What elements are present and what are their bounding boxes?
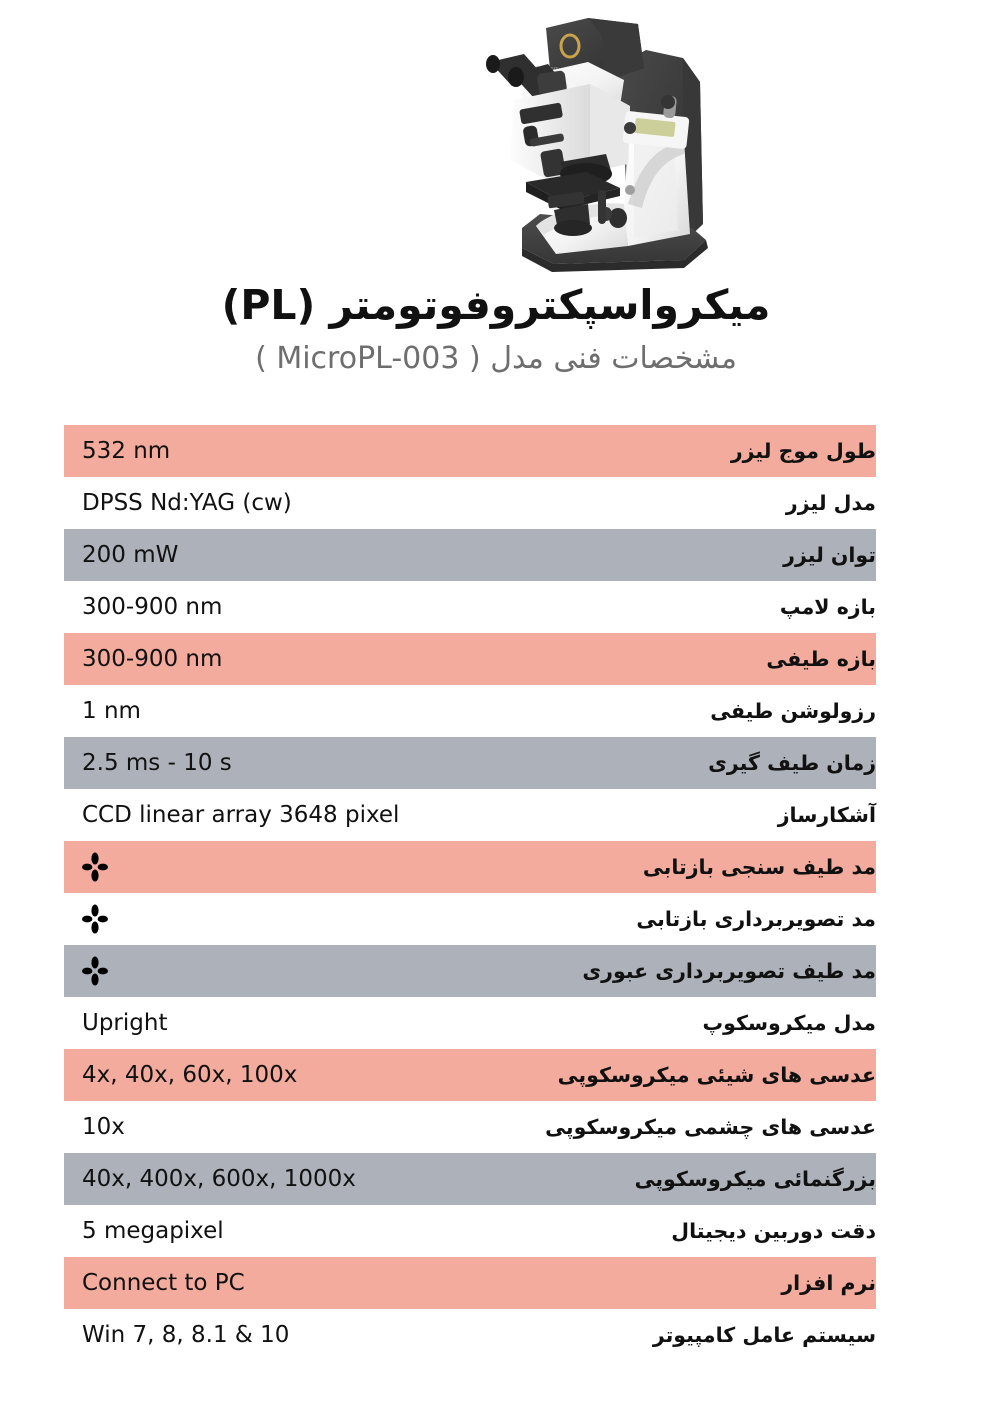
spec-value: Win 7, 8, 8.1 & 10 — [82, 1322, 290, 1348]
spec-label: بازه لامپ — [779, 595, 876, 619]
spec-label: مد تصویربرداری بازتابی — [636, 907, 876, 931]
spec-value: 5 megapixel — [82, 1218, 224, 1244]
spec-label: زمان طیف گیری — [708, 751, 876, 775]
spec-label: مدل میکروسکوپ — [702, 1011, 876, 1035]
table-row: بازه لامپ 300-900 nm — [0, 581, 992, 633]
table-row: بزرگنمائی میکروسکوپی 40x, 400x, 600x, 100… — [0, 1153, 992, 1205]
table-row: توان لیزر 200 mW — [0, 529, 992, 581]
table-row: مدل میکروسکوپ Upright — [0, 997, 992, 1049]
title-block: میکرواسپکتروفوتومتر (PL) مشخصات فنی مدل … — [0, 280, 992, 378]
row-highlight-band — [64, 945, 876, 997]
row-highlight-band — [64, 1049, 876, 1101]
spec-value: 4x, 40x, 60x, 100x — [82, 1062, 298, 1088]
spec-label: سیستم عامل کامپیوتر — [652, 1323, 876, 1347]
spec-value: CCD linear array 3648 pixel — [82, 802, 400, 828]
page-title: میکرواسپکتروفوتومتر (PL) — [221, 281, 771, 329]
spec-label: عدسی های شیئی میکروسکوپی — [557, 1063, 876, 1087]
four-petal-floret-icon — [82, 904, 108, 934]
spec-value: 2.5 ms - 10 s — [82, 750, 232, 776]
spec-value: 300-900 nm — [82, 594, 223, 620]
spec-value: 300-900 nm — [82, 646, 223, 672]
row-highlight-band — [64, 1153, 876, 1205]
row-highlight-band — [64, 529, 876, 581]
spec-value: 10x — [82, 1114, 125, 1140]
spec-value-mark — [82, 945, 108, 997]
spec-label: عدسی های چشمی میکروسکوپی — [545, 1115, 876, 1139]
spec-value: 532 nm — [82, 438, 171, 464]
page-subtitle: مشخصات فنی مدل ( MicroPL-003 ) — [255, 341, 737, 377]
spec-label: مد طیف تصویربرداری عبوری — [582, 959, 876, 983]
four-petal-floret-icon — [82, 956, 108, 986]
table-row: دقت دوربین دیجیتال 5 megapixel — [0, 1205, 992, 1257]
specification-table: طول موج لیزر 532 nm مدل لیزر DPSS Nd:YAG (c… — [0, 425, 992, 1361]
row-highlight-band — [64, 1257, 876, 1309]
spec-label: توان لیزر — [783, 543, 876, 567]
table-row: بازه طیفی 300-900 nm — [0, 633, 992, 685]
table-row: آشکارساز CCD linear array 3648 pixel — [0, 789, 992, 841]
row-highlight-band — [64, 633, 876, 685]
spec-label: مدل لیزر — [785, 491, 876, 515]
row-highlight-band — [64, 737, 876, 789]
spec-label: بازه طیفی — [766, 647, 876, 671]
table-row: زمان طیف گیری 2.5 ms - 10 s — [0, 737, 992, 789]
spec-label: بزرگنمائی میکروسکوپی — [634, 1167, 876, 1191]
spec-label: نرم افزار — [781, 1271, 876, 1295]
row-highlight-band — [64, 841, 876, 893]
spec-value: 1 nm — [82, 698, 141, 724]
table-row: سیستم عامل کامپیوتر Win 7, 8, 8.1 & 10 — [0, 1309, 992, 1361]
table-row: مد تصویربرداری بازتابی — [0, 893, 992, 945]
spec-value: Connect to PC — [82, 1270, 245, 1296]
spec-value-mark — [82, 841, 108, 893]
microscope-illustration: Olympus — [478, 14, 730, 280]
table-row: عدسی های چشمی میکروسکوپی 10x — [0, 1101, 992, 1153]
row-highlight-band — [64, 425, 876, 477]
spec-label: طول موج لیزر — [730, 439, 876, 463]
spec-label: مد طیف سنجی بازتابی — [642, 855, 876, 879]
table-row: طول موج لیزر 532 nm — [0, 425, 992, 477]
table-row: عدسی های شیئی میکروسکوپی 4x, 40x, 60x, 10… — [0, 1049, 992, 1101]
spec-value: 40x, 400x, 600x, 1000x — [82, 1166, 356, 1192]
spec-value-mark — [82, 893, 108, 945]
table-row: مد طیف تصویربرداری عبوری — [0, 945, 992, 997]
four-petal-floret-icon — [82, 852, 108, 882]
spec-value: DPSS Nd:YAG (cw) — [82, 490, 292, 516]
spec-value: Upright — [82, 1010, 168, 1036]
table-row: نرم افزار Connect to PC — [0, 1257, 992, 1309]
product-image-figure: Olympus — [0, 0, 992, 282]
table-row: رزولوشن طیفی 1 nm — [0, 685, 992, 737]
spec-label: آشکارساز — [777, 803, 876, 827]
spec-value: 200 mW — [82, 542, 179, 568]
table-row: مدل لیزر DPSS Nd:YAG (cw) — [0, 477, 992, 529]
spec-label: دقت دوربین دیجیتال — [671, 1219, 876, 1243]
spec-label: رزولوشن طیفی — [710, 699, 876, 723]
table-row: مد طیف سنجی بازتابی — [0, 841, 992, 893]
